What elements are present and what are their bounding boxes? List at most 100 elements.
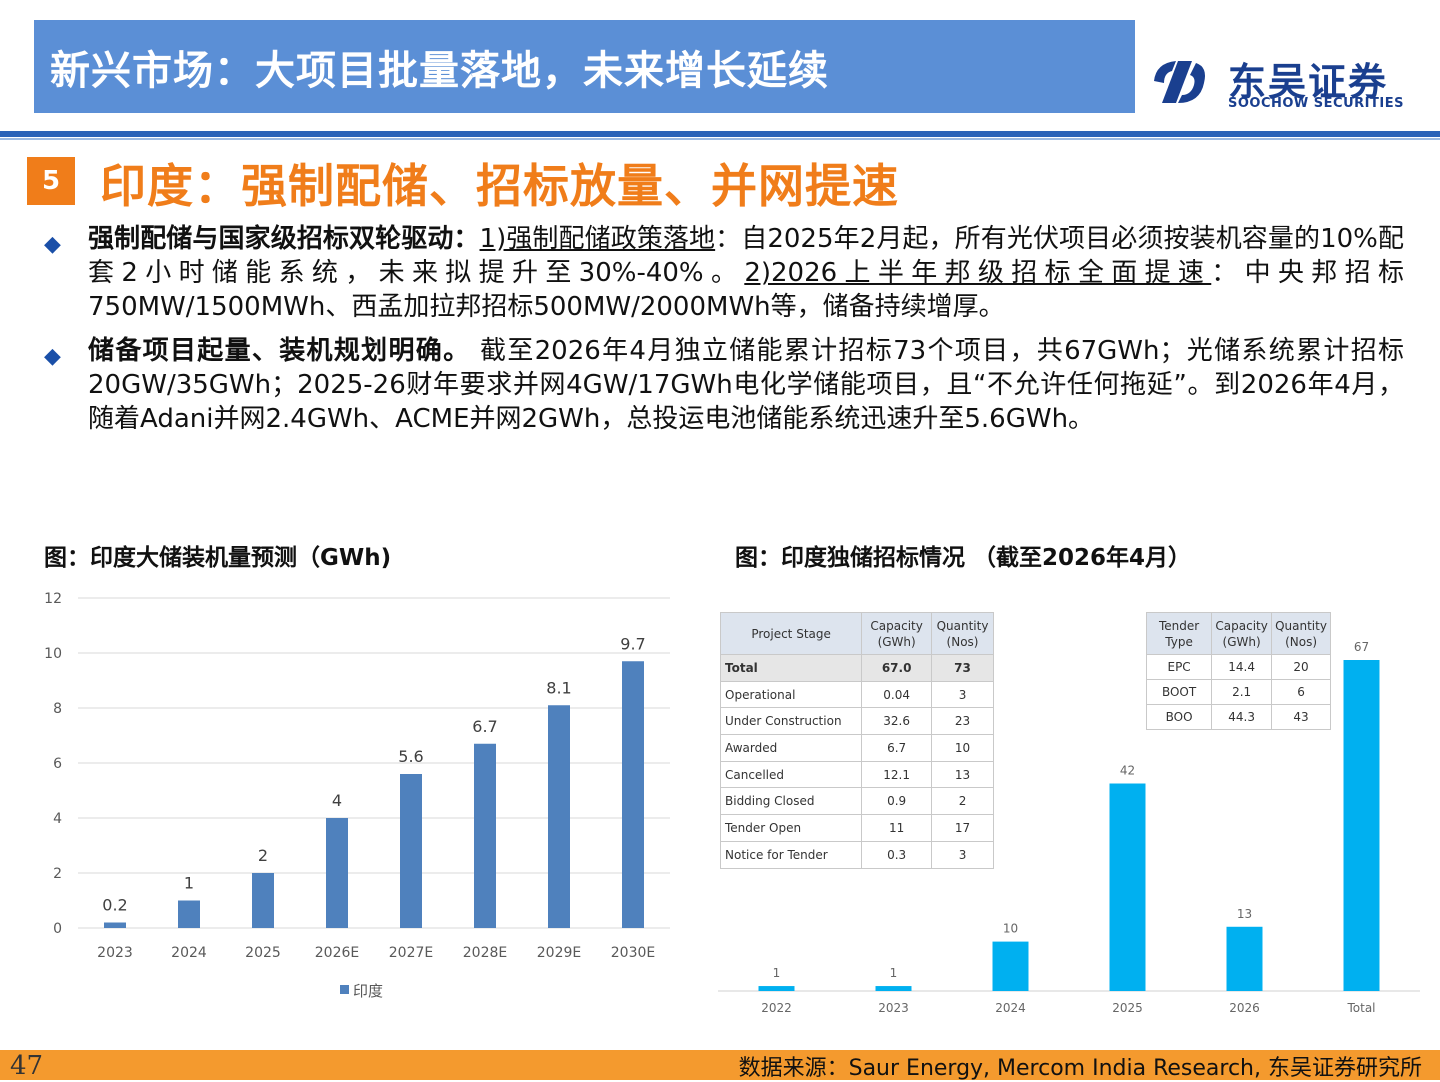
table-cell: EPC [1145, 654, 1213, 680]
soochow-logo-icon [1154, 61, 1205, 103]
bullet-1-heading: 强制配储与国家级招标双轮驱动： [88, 224, 480, 254]
bullet-1-subheading-2: 2)2026上半年邦级招标全面提速 [744, 258, 1212, 288]
legend-label: 印度 [353, 982, 383, 1000]
table-cell: 2.1 [1211, 679, 1273, 705]
table-cell: 32.6 [861, 707, 933, 736]
table-row: Under Construction 32.6 23 [719, 707, 994, 736]
x-tick-label: 2026 [1229, 1001, 1260, 1015]
table-header: Quantity (Nos) [1271, 612, 1331, 655]
diamond-bullet-icon: ◆ [44, 344, 61, 369]
table-header: Capacity (GWh) [1211, 612, 1273, 655]
bar [326, 818, 348, 928]
table-cell: 0.04 [861, 680, 933, 709]
table-row: Tender Open 11 17 [719, 814, 994, 842]
data-label: 8.1 [546, 678, 571, 697]
table-cell: Tender Open [719, 814, 863, 842]
table-cell: 20 [1271, 654, 1331, 680]
x-tick-label: 2022 [761, 1001, 792, 1015]
bar [622, 661, 644, 928]
y-tick-label: 10 [44, 646, 62, 662]
x-tick-label: 2025 [1112, 1001, 1143, 1015]
x-tick-label: 2029E [537, 945, 581, 961]
table-header: Quantity (Nos) [931, 612, 994, 655]
table-cell: 10 [931, 734, 994, 762]
left-figure-title: 图：印度大储装机量预测（GWh) [44, 545, 392, 571]
section-number-badge: 5 [27, 157, 75, 205]
bar [548, 705, 570, 928]
data-label: 2 [258, 846, 268, 865]
bullet-2-heading: 储备项目起量、装机规划明确。 [88, 336, 471, 366]
data-label: 10 [1003, 922, 1018, 936]
bullet-1-subheading-1: 1)强制配储政策落地 [479, 224, 716, 254]
x-tick-label: 2030E [611, 945, 655, 961]
table-cell: 3 [931, 840, 994, 869]
x-tick-label: 2023 [97, 945, 133, 961]
header-bar [34, 20, 1135, 113]
table-cell: 0.9 [861, 787, 933, 816]
india-storage-forecast-chart: 0 2 4 6 8 10 12 0.2 2023 1 2024 2 2025 4 2026E 5.6 2027E… [44, 591, 670, 1000]
table-cell: Operational [719, 680, 863, 709]
logo-chinese-name: 东吴证券 [1228, 60, 1389, 104]
company-logo: 东吴证券 SOOCHOW SECURITIES [1148, 48, 1428, 118]
table-cell: BOO [1145, 704, 1213, 730]
data-label: 4 [332, 791, 342, 810]
table-cell: 6.7 [861, 734, 933, 762]
table-cell: Total [719, 654, 863, 682]
data-label: 42 [1120, 764, 1135, 778]
table-row: Notice for Tender 0.3 3 [719, 840, 994, 869]
table-cell: 23 [931, 707, 994, 736]
x-tick-label: 2028E [463, 945, 507, 961]
x-tick-label: 2027E [389, 945, 433, 961]
table-cell: 17 [931, 814, 994, 842]
table-row: EPC 14.4 20 [1145, 654, 1331, 680]
tender-type-table: Tender Type Capacity (GWh) Quantity (Nos… [1145, 612, 1331, 730]
table-cell: 67.0 [861, 654, 933, 682]
table-cell: 44.3 [1211, 704, 1273, 730]
section-title: 印度：强制配储、招标放量、并网提速 [100, 159, 899, 213]
y-tick-label: 4 [53, 811, 62, 827]
table-cell: 43 [1271, 704, 1331, 730]
bar [1109, 783, 1146, 991]
bar [758, 986, 795, 991]
data-label: 9.7 [620, 634, 645, 653]
diamond-bullet-icon: ◆ [44, 232, 61, 257]
table-header: Capacity (GWh) [861, 612, 933, 655]
table-cell: 2 [931, 787, 994, 816]
legend-swatch [340, 985, 349, 994]
data-label: 67 [1354, 640, 1369, 654]
table-cell: 6 [1271, 679, 1331, 705]
data-label: 6.7 [472, 717, 497, 736]
data-label: 5.6 [398, 747, 423, 766]
table-cell: Bidding Closed [719, 787, 863, 816]
table-row: BOOT 2.1 6 [1145, 679, 1331, 705]
table-cell: 11 [861, 814, 933, 842]
header-divider-thin [0, 138, 1440, 140]
table-cell: Cancelled [719, 760, 863, 789]
bar [178, 900, 200, 928]
table-cell: BOOT [1145, 679, 1213, 705]
table-cell: 73 [931, 654, 994, 682]
table-cell: 13 [931, 760, 994, 789]
bar [875, 986, 912, 991]
table-row: Operational 0.04 3 [719, 680, 994, 709]
y-tick-label: 0 [53, 921, 62, 937]
data-source: 数据来源：Saur Energy, Mercom India Research,… [738, 1056, 1422, 1081]
table-cell: 0.3 [861, 840, 933, 869]
bullet-point-2: ◆ 储备项目起量、装机规划明确。 截至2026年4月独立储能累计招标73个项目，… [44, 334, 1404, 436]
x-tick-label: 2026E [315, 945, 359, 961]
data-label: 0.2 [102, 896, 127, 915]
y-tick-label: 6 [53, 756, 62, 772]
right-figure-title: 图：印度独储招标情况 （截至2026年4月） [735, 545, 1192, 571]
bar [1226, 926, 1263, 991]
bar [474, 743, 496, 928]
table-cell: 3 [931, 680, 994, 709]
data-label: 1 [890, 966, 898, 980]
footer-bar [0, 1050, 1440, 1080]
table-cell: 12.1 [861, 760, 933, 789]
x-tick-label: 2025 [245, 945, 281, 961]
page-title: 新兴市场：大项目批量落地，未来增长延续 [50, 48, 829, 94]
data-label: 1 [773, 966, 781, 980]
bar [104, 922, 126, 928]
table-cell: Awarded [719, 734, 863, 762]
data-label: 1 [184, 874, 194, 893]
